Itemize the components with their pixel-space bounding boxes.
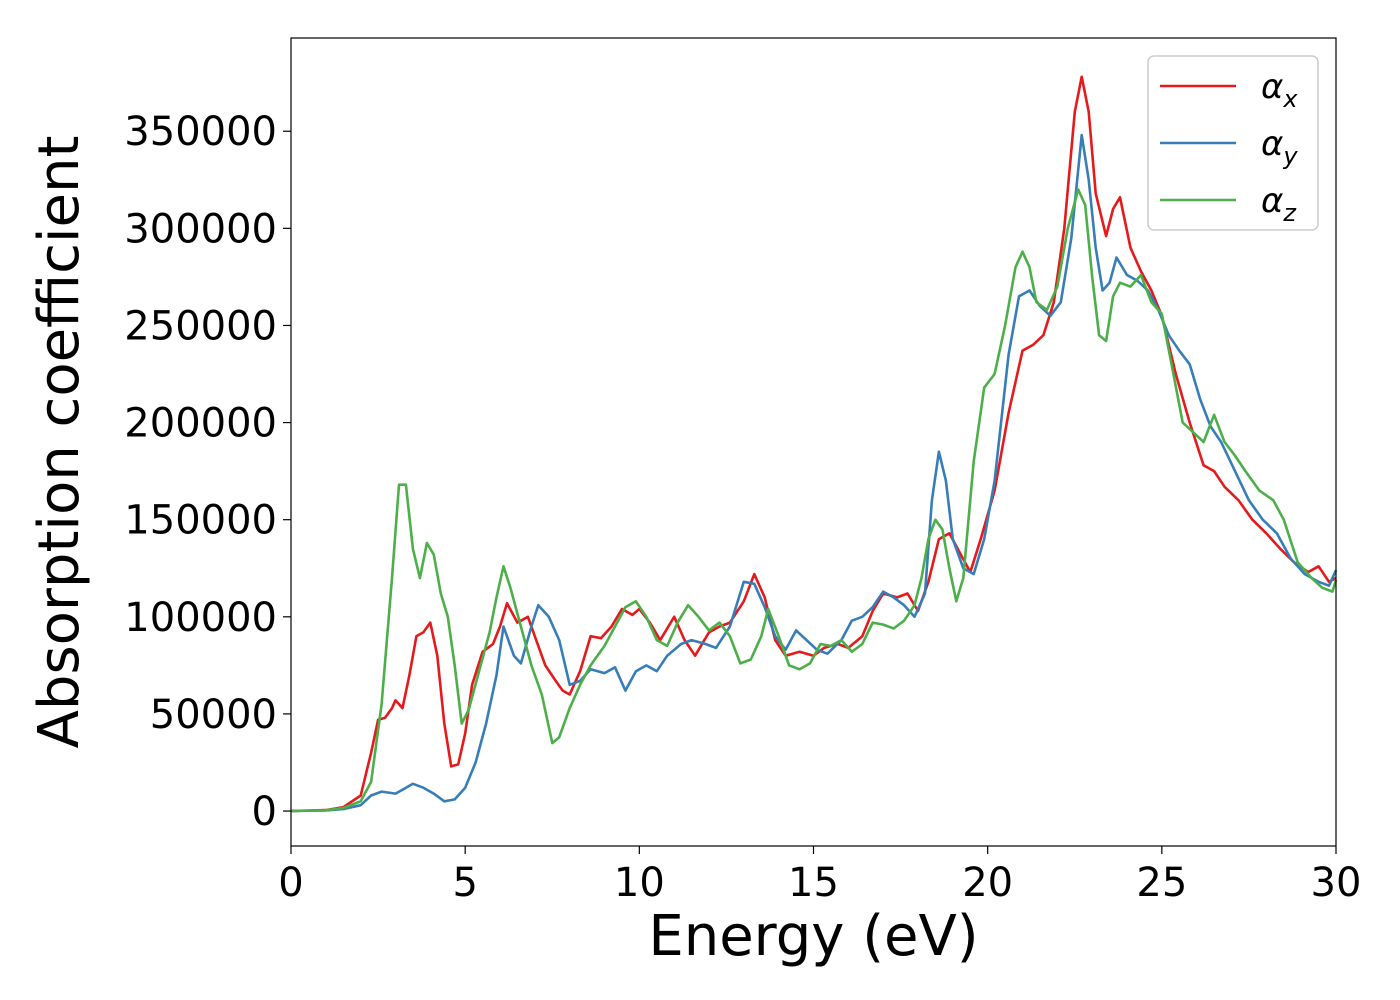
y-axis-label: Absorption coefficient <box>27 136 92 749</box>
x-tick-label: 5 <box>452 860 477 906</box>
y-tick-label: 50000 <box>150 692 277 738</box>
x-tick-label: 30 <box>1311 860 1362 906</box>
y-tick-label: 100000 <box>124 595 277 641</box>
y-tick-label: 0 <box>252 789 277 835</box>
y-tick-label: 250000 <box>124 303 277 349</box>
y-tick-label: 150000 <box>124 498 277 544</box>
y-tick-label: 300000 <box>124 206 277 252</box>
x-tick-label: 25 <box>1136 860 1187 906</box>
x-tick-label: 10 <box>614 860 665 906</box>
y-axis-ticks: 0 50000 100000 150000 200000 250000 300000 3500… <box>124 109 291 835</box>
y-tick-label: 350000 <box>124 109 277 155</box>
x-tick-label: 0 <box>278 860 303 906</box>
x-axis-ticks: 0 5 10 15 20 25 30 <box>278 846 1361 906</box>
series-line-z <box>290 188 1338 813</box>
series-line-x <box>290 75 1337 813</box>
x-axis-label: Energy (eV) <box>648 904 978 969</box>
y-tick-label: 200000 <box>124 401 277 447</box>
series-line-y <box>290 133 1338 813</box>
x-tick-label: 20 <box>962 860 1013 906</box>
series-lines <box>290 75 1338 813</box>
x-tick-label: 15 <box>788 860 839 906</box>
